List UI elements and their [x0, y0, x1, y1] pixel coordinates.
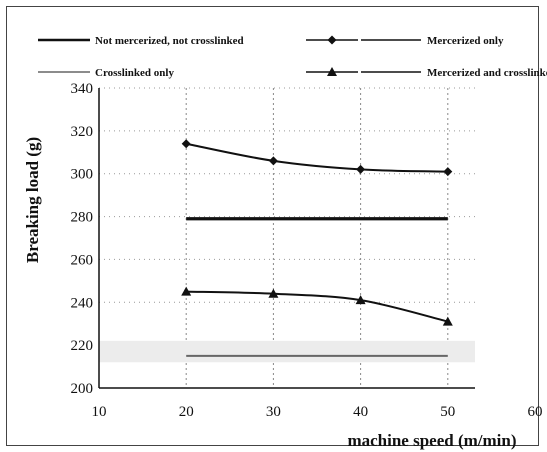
- axes: 200 220 240 260 280 300 320 340 10 20 30 40 50 60: [71, 81, 543, 420]
- y-axis-title: Breaking load (g): [23, 137, 42, 263]
- legend-item-2: Mercerized only: [306, 35, 504, 47]
- diamond-marker: [356, 164, 366, 174]
- diamond-marker: [327, 35, 337, 45]
- shaded-band: [99, 340, 475, 363]
- legend-label: Crosslinked only: [95, 67, 174, 79]
- legend-label: Not mercerized, not crosslinked: [95, 35, 244, 47]
- series-line: [186, 290, 449, 323]
- triangle-marker: [327, 67, 337, 76]
- y-tick-label: 240: [71, 295, 94, 311]
- y-tick-label: 220: [71, 338, 94, 354]
- y-tick-label: 280: [71, 210, 94, 226]
- diamond-marker: [268, 156, 278, 166]
- y-tick-label: 340: [71, 81, 94, 97]
- triangle-marker: [181, 286, 192, 296]
- series-4: [181, 286, 453, 326]
- x-axis-title: machine speed (m/min): [347, 431, 516, 450]
- legend: Not mercerized, not crosslinked Mercerize…: [38, 35, 547, 79]
- triangle-marker: [442, 316, 453, 326]
- diamond-marker: [443, 167, 453, 177]
- triangle-marker: [268, 288, 279, 298]
- triangle-marker: [355, 295, 366, 305]
- legend-label: Mercerized only: [427, 35, 504, 47]
- legend-item-3: Crosslinked only: [38, 67, 174, 79]
- y-tick-label: 320: [71, 124, 94, 140]
- y-tick-label: 260: [71, 252, 94, 268]
- chart-frame: [6, 6, 539, 446]
- series-2: [181, 139, 453, 177]
- series-lines: [181, 139, 453, 357]
- diamond-marker: [181, 139, 191, 149]
- x-tick-label: 10: [92, 404, 107, 420]
- series-line: [186, 142, 448, 173]
- x-tick-label: 50: [440, 404, 455, 420]
- y-tick-label: 300: [71, 167, 94, 183]
- x-tick-label: 40: [353, 404, 368, 420]
- legend-item-1: Not mercerized, not crosslinked: [38, 35, 244, 47]
- x-tick-label: 20: [179, 404, 194, 420]
- y-tick-label: 200: [71, 381, 94, 397]
- x-tick-label: 30: [266, 404, 281, 420]
- x-tick-label: 60: [528, 404, 543, 420]
- gridlines: [99, 87, 475, 389]
- legend-label: Mercerized and crosslinked: [427, 67, 547, 79]
- legend-item-4: Mercerized and crosslinked: [306, 67, 547, 79]
